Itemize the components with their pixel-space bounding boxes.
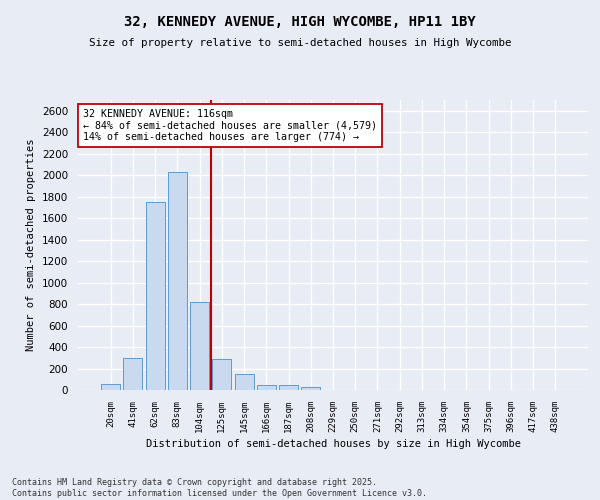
Bar (235, 374, 254, 390)
Bar (168, 172, 187, 390)
Bar (101, 384, 120, 390)
Bar (257, 384, 276, 390)
Bar (146, 202, 164, 390)
Text: 32, KENNEDY AVENUE, HIGH WYCOMBE, HP11 1BY: 32, KENNEDY AVENUE, HIGH WYCOMBE, HP11 1… (124, 15, 476, 29)
Bar (190, 302, 209, 390)
Text: Size of property relative to semi-detached houses in High Wycombe: Size of property relative to semi-detach… (89, 38, 511, 48)
Bar (301, 386, 320, 390)
Y-axis label: Number of semi-detached properties: Number of semi-detached properties (26, 138, 37, 352)
Bar (124, 358, 142, 390)
Bar (279, 385, 298, 390)
Text: 32 KENNEDY AVENUE: 116sqm
← 84% of semi-detached houses are smaller (4,579)
14% : 32 KENNEDY AVENUE: 116sqm ← 84% of semi-… (83, 108, 377, 142)
Bar (212, 360, 231, 390)
X-axis label: Distribution of semi-detached houses by size in High Wycombe: Distribution of semi-detached houses by … (146, 439, 521, 449)
Text: Contains HM Land Registry data © Crown copyright and database right 2025.
Contai: Contains HM Land Registry data © Crown c… (12, 478, 427, 498)
